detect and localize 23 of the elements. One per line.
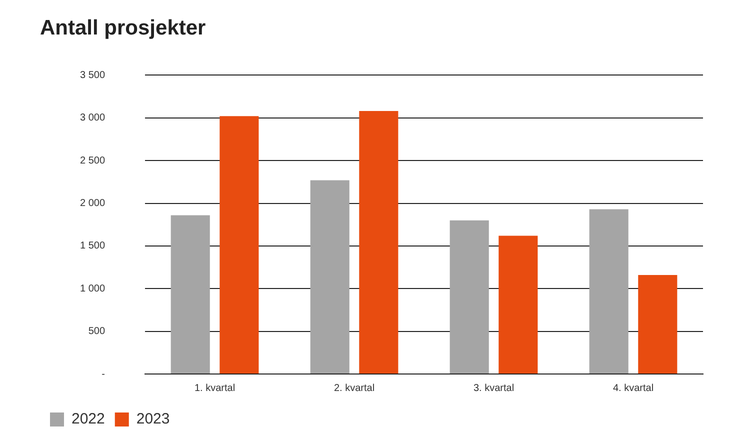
y-tick-label: 500 [88, 326, 106, 338]
y-tick-label: 2 500 [80, 155, 106, 166]
chart-title: Antall prosjekter [40, 16, 206, 40]
bar [498, 236, 538, 374]
y-tick-label: - [102, 368, 106, 380]
y-tick-label: 3 500 [80, 70, 106, 81]
bar [170, 215, 210, 374]
x-tick-label: 2. kvartal [334, 382, 375, 394]
x-tick-label: 1. kvartal [194, 382, 236, 394]
x-tick-label: 4. kvartal [612, 382, 654, 394]
bar [589, 209, 628, 374]
bar [450, 220, 489, 374]
bar [359, 111, 398, 374]
y-tick-label: 3 000 [80, 112, 106, 124]
y-tick-label: 1 500 [80, 240, 106, 252]
legend-label: 2023 [136, 410, 170, 428]
x-tick-label: 3. kvartal [473, 382, 514, 394]
bar [638, 274, 678, 374]
y-tick-label: 1 000 [80, 283, 106, 294]
bar [310, 180, 350, 374]
legend-label: 2022 [72, 410, 105, 428]
y-tick-label: 2 000 [80, 198, 106, 210]
bar [220, 116, 259, 374]
